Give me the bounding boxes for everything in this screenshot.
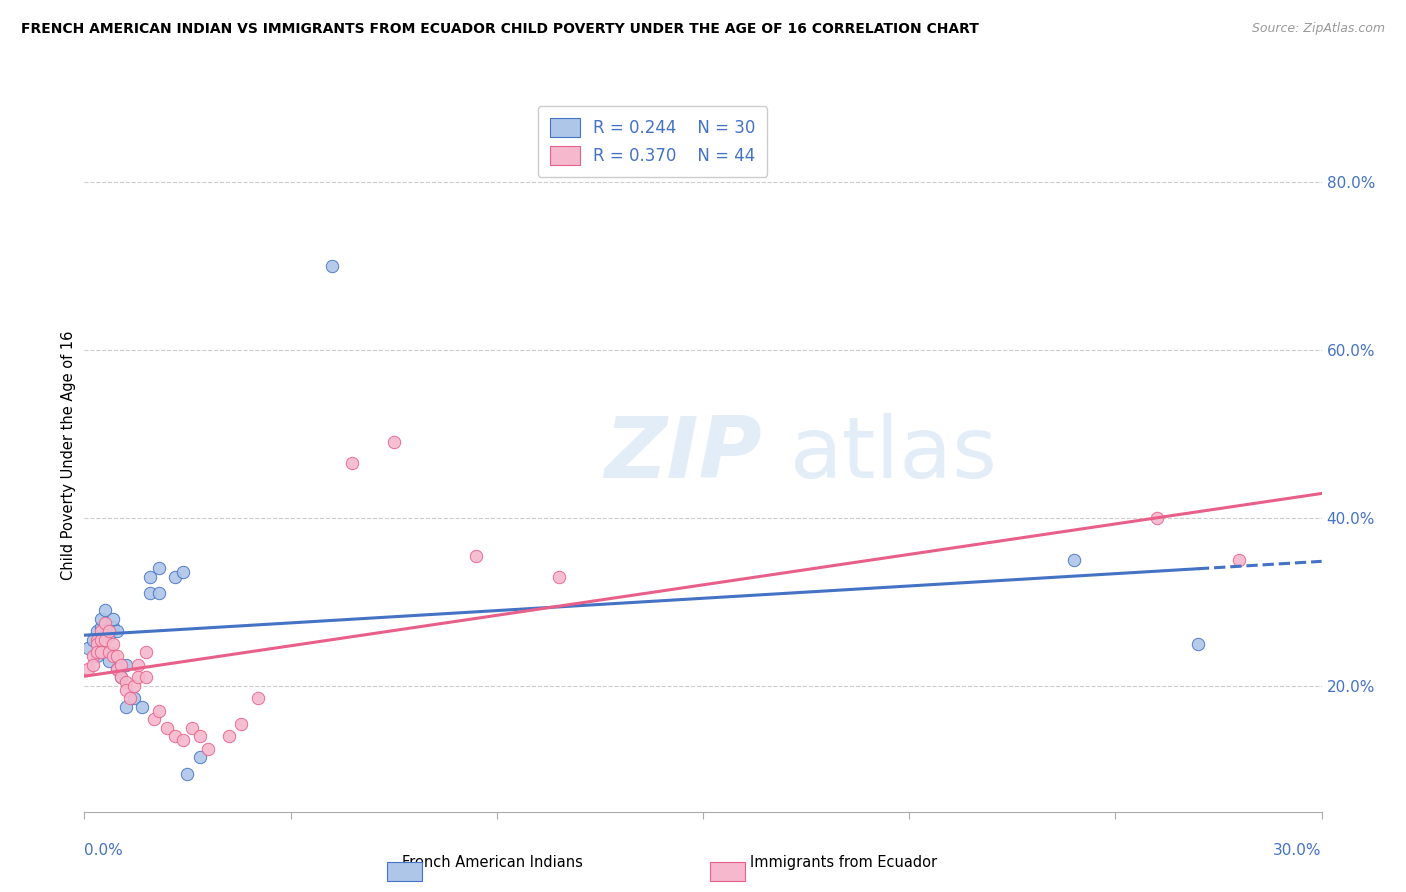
Point <box>86 637 108 651</box>
Point <box>82 657 104 672</box>
Point <box>165 729 187 743</box>
Point <box>110 670 132 684</box>
Point <box>122 679 145 693</box>
Point <box>1187 637 1209 651</box>
Text: 0.0%: 0.0% <box>84 843 124 858</box>
Point <box>122 691 145 706</box>
Point <box>77 662 100 676</box>
Point <box>77 640 100 655</box>
Point <box>103 612 125 626</box>
Point <box>86 645 108 659</box>
Point <box>90 632 112 647</box>
Text: Immigrants from Ecuador: Immigrants from Ecuador <box>749 855 938 870</box>
Text: Source: ZipAtlas.com: Source: ZipAtlas.com <box>1251 22 1385 36</box>
Point <box>148 561 170 575</box>
Text: FRENCH AMERICAN INDIAN VS IMMIGRANTS FROM ECUADOR CHILD POVERTY UNDER THE AGE OF: FRENCH AMERICAN INDIAN VS IMMIGRANTS FRO… <box>21 22 979 37</box>
Point <box>86 649 108 664</box>
Point <box>342 456 364 470</box>
Point <box>229 716 252 731</box>
Point <box>94 603 117 617</box>
Point <box>218 729 240 743</box>
Point <box>188 729 211 743</box>
Point <box>547 569 569 583</box>
Point <box>98 654 121 668</box>
Point <box>90 645 112 659</box>
Point <box>139 586 162 600</box>
Point <box>143 712 166 726</box>
Point <box>98 624 121 639</box>
Point <box>1146 511 1168 525</box>
Point <box>82 649 104 664</box>
Text: atlas: atlas <box>790 413 998 497</box>
Point <box>118 691 141 706</box>
Point <box>90 612 112 626</box>
Point <box>148 704 170 718</box>
Point <box>180 721 202 735</box>
Point <box>135 645 157 659</box>
Point <box>105 624 128 639</box>
Legend: R = 0.244    N = 30, R = 0.370    N = 44: R = 0.244 N = 30, R = 0.370 N = 44 <box>538 106 768 177</box>
Point <box>94 615 117 630</box>
Y-axis label: Child Poverty Under the Age of 16: Child Poverty Under the Age of 16 <box>60 330 76 580</box>
Point <box>82 632 104 647</box>
Text: French American Indians: French American Indians <box>402 855 582 870</box>
Point <box>86 632 108 647</box>
Point <box>110 657 132 672</box>
Point <box>98 628 121 642</box>
Text: ZIP: ZIP <box>605 413 762 497</box>
Point <box>114 683 136 698</box>
Point <box>1227 553 1250 567</box>
Point <box>94 628 117 642</box>
Point <box>105 662 128 676</box>
Point <box>188 750 211 764</box>
Point <box>103 620 125 634</box>
Text: 30.0%: 30.0% <box>1274 843 1322 858</box>
Point <box>465 549 488 563</box>
Point <box>105 649 128 664</box>
Point <box>172 733 194 747</box>
Point <box>94 632 117 647</box>
Point <box>1063 553 1085 567</box>
Point <box>86 624 108 639</box>
Point <box>127 657 149 672</box>
Point <box>127 670 149 684</box>
Point <box>156 721 179 735</box>
Point <box>321 259 343 273</box>
Point <box>139 569 162 583</box>
Point <box>382 435 405 450</box>
Point <box>103 637 125 651</box>
Point <box>165 569 187 583</box>
Point <box>197 741 219 756</box>
Point <box>110 670 132 684</box>
Point <box>105 662 128 676</box>
Point <box>98 645 121 659</box>
Point <box>114 674 136 689</box>
Point <box>176 767 198 781</box>
Point <box>114 699 136 714</box>
Point <box>148 586 170 600</box>
Point <box>135 670 157 684</box>
Point <box>114 657 136 672</box>
Point <box>246 691 269 706</box>
Point <box>90 624 112 639</box>
Point <box>90 620 112 634</box>
Point <box>131 699 153 714</box>
Point <box>172 566 194 580</box>
Point <box>103 649 125 664</box>
